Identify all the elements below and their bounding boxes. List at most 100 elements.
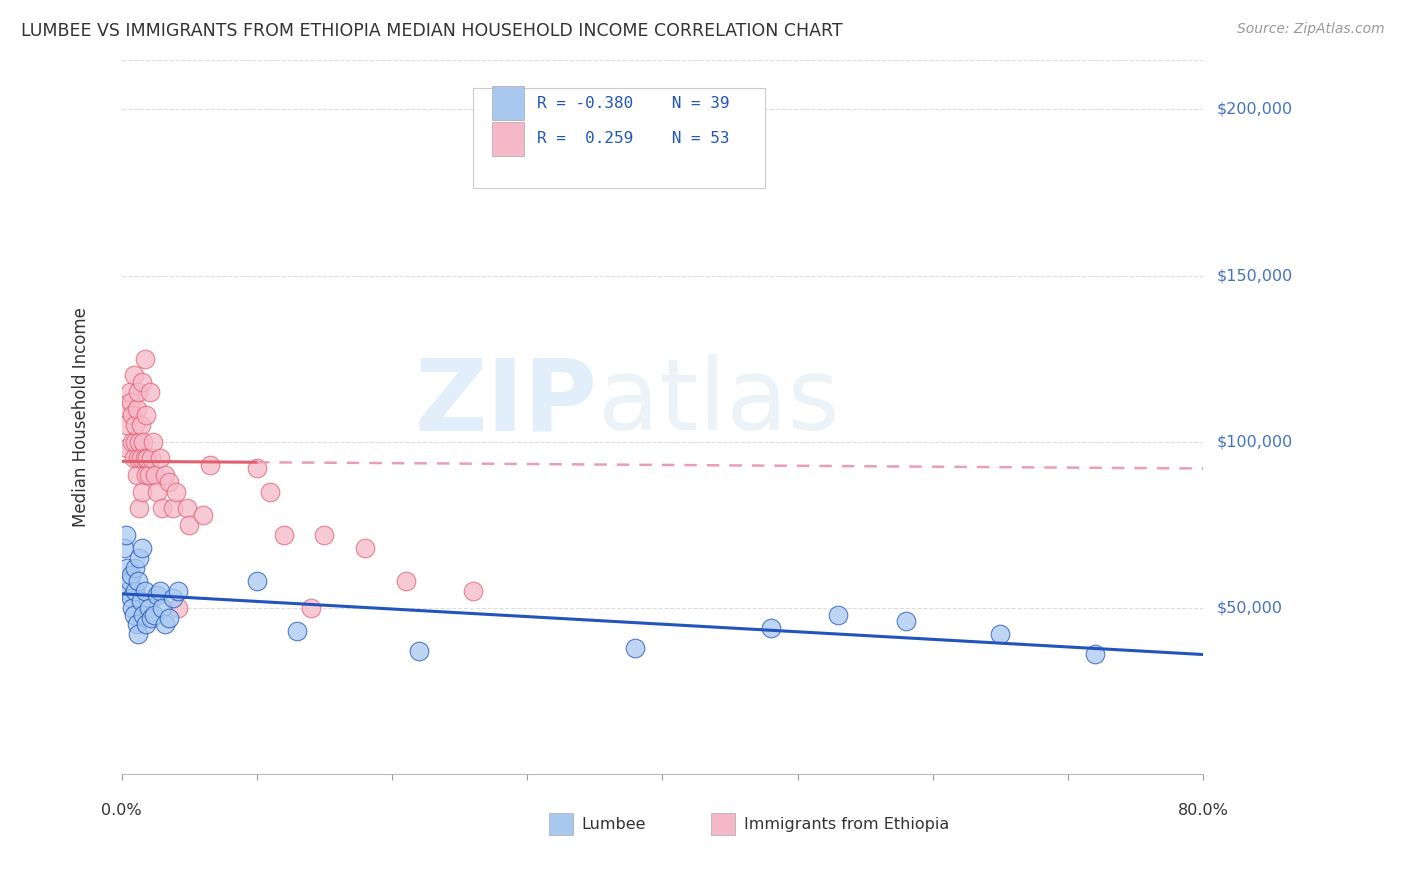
Text: R = -0.380    N = 39: R = -0.380 N = 39 bbox=[537, 95, 730, 111]
Point bbox=[354, 541, 377, 555]
Point bbox=[139, 384, 162, 399]
Point bbox=[127, 627, 149, 641]
Bar bbox=[492, 86, 524, 120]
Point bbox=[259, 484, 281, 499]
Point bbox=[122, 368, 145, 383]
Point bbox=[117, 401, 139, 416]
Point bbox=[138, 600, 160, 615]
Point bbox=[198, 458, 221, 472]
Point bbox=[162, 501, 184, 516]
Point bbox=[143, 607, 166, 622]
Point bbox=[128, 501, 150, 516]
Point bbox=[146, 484, 169, 499]
Point bbox=[129, 594, 152, 608]
Point bbox=[150, 501, 173, 516]
Point bbox=[121, 434, 143, 449]
Point bbox=[120, 591, 142, 605]
Point bbox=[157, 475, 180, 489]
Point bbox=[127, 574, 149, 589]
Point bbox=[894, 614, 917, 628]
Point bbox=[127, 451, 149, 466]
Point bbox=[141, 611, 163, 625]
Point bbox=[167, 600, 190, 615]
Point bbox=[463, 584, 485, 599]
Text: $100,000: $100,000 bbox=[1216, 434, 1292, 450]
Point bbox=[153, 617, 176, 632]
Point bbox=[122, 607, 145, 622]
Bar bbox=[492, 121, 524, 156]
Point bbox=[408, 644, 430, 658]
Point bbox=[179, 517, 201, 532]
Text: Immigrants from Ethiopia: Immigrants from Ethiopia bbox=[744, 816, 949, 831]
Point bbox=[122, 451, 145, 466]
Point bbox=[129, 451, 152, 466]
Point bbox=[132, 434, 155, 449]
Text: LUMBEE VS IMMIGRANTS FROM ETHIOPIA MEDIAN HOUSEHOLD INCOME CORRELATION CHART: LUMBEE VS IMMIGRANTS FROM ETHIOPIA MEDIA… bbox=[21, 22, 842, 40]
FancyBboxPatch shape bbox=[474, 88, 765, 188]
Point bbox=[148, 451, 170, 466]
Text: $200,000: $200,000 bbox=[1216, 102, 1292, 117]
Point bbox=[394, 574, 416, 589]
Text: Lumbee: Lumbee bbox=[581, 816, 645, 831]
Point bbox=[131, 375, 153, 389]
Point bbox=[120, 395, 142, 409]
Point bbox=[124, 584, 146, 599]
Point bbox=[127, 384, 149, 399]
Point bbox=[134, 351, 156, 366]
Point bbox=[129, 418, 152, 433]
Point bbox=[624, 640, 647, 655]
Point bbox=[191, 508, 214, 522]
Bar bbox=[548, 814, 572, 835]
Point bbox=[120, 567, 142, 582]
Text: 80.0%: 80.0% bbox=[1178, 803, 1229, 818]
Point bbox=[118, 574, 141, 589]
Text: Median Household Income: Median Household Income bbox=[72, 307, 90, 527]
Point bbox=[135, 467, 157, 482]
Point bbox=[112, 541, 135, 555]
Text: ZIP: ZIP bbox=[415, 354, 598, 451]
Point bbox=[162, 591, 184, 605]
Point bbox=[246, 461, 269, 475]
Point bbox=[128, 551, 150, 566]
Text: atlas: atlas bbox=[598, 354, 839, 451]
Point bbox=[135, 617, 157, 632]
Point bbox=[125, 617, 148, 632]
Point bbox=[132, 607, 155, 622]
Text: $50,000: $50,000 bbox=[1216, 600, 1282, 615]
Point bbox=[128, 434, 150, 449]
Point bbox=[176, 501, 198, 516]
Point bbox=[125, 467, 148, 482]
Point bbox=[141, 451, 163, 466]
Point bbox=[146, 588, 169, 602]
Point bbox=[134, 451, 156, 466]
Point bbox=[115, 561, 138, 575]
Point bbox=[142, 434, 165, 449]
Point bbox=[114, 418, 136, 433]
Point bbox=[827, 607, 849, 622]
Text: 0.0%: 0.0% bbox=[101, 803, 142, 818]
Point bbox=[131, 541, 153, 555]
Point bbox=[314, 528, 336, 542]
Point bbox=[678, 153, 700, 167]
Point bbox=[134, 584, 156, 599]
Point bbox=[246, 574, 269, 589]
Text: $150,000: $150,000 bbox=[1216, 268, 1292, 283]
Point bbox=[131, 484, 153, 499]
Point bbox=[114, 528, 136, 542]
Point bbox=[990, 627, 1012, 641]
Point bbox=[299, 600, 322, 615]
Point bbox=[165, 484, 187, 499]
Point bbox=[273, 528, 295, 542]
Point bbox=[1084, 648, 1107, 662]
Point bbox=[124, 418, 146, 433]
Text: R =  0.259    N = 53: R = 0.259 N = 53 bbox=[537, 131, 730, 146]
Point bbox=[138, 467, 160, 482]
Point bbox=[287, 624, 309, 639]
Point bbox=[157, 611, 180, 625]
Point bbox=[121, 408, 143, 422]
Point bbox=[153, 467, 176, 482]
Point bbox=[148, 584, 170, 599]
Point bbox=[167, 584, 190, 599]
Point bbox=[135, 408, 157, 422]
Point bbox=[115, 442, 138, 456]
